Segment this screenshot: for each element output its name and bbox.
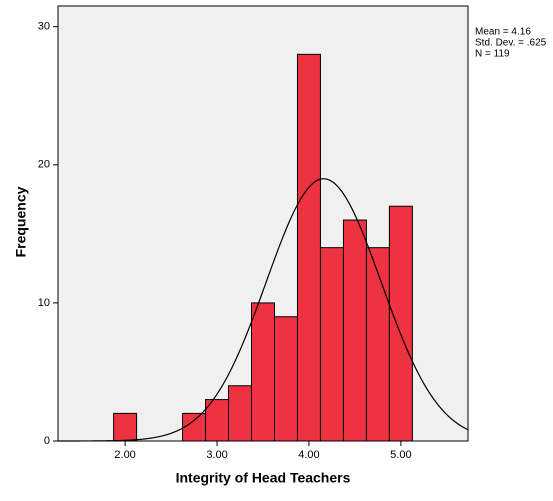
bar [228, 385, 253, 442]
x-tick-label: 5.00 [390, 449, 411, 461]
y-tick-label: 20 [38, 159, 50, 171]
y-tick-label: 10 [38, 297, 50, 309]
x-tick-label: 4.00 [298, 449, 319, 461]
stats-annotation: Std. Dev. = .625 [475, 38, 547, 49]
y-tick-label: 30 [38, 21, 50, 33]
bar [273, 316, 298, 442]
x-tick-label: 2.00 [114, 449, 135, 461]
bar [113, 412, 138, 442]
bar [388, 205, 413, 442]
normal-curve [58, 178, 469, 442]
bar [182, 412, 207, 442]
y-axis-label: Frequency [13, 186, 29, 257]
bar [251, 302, 275, 442]
bar [365, 247, 390, 442]
y-tick-label: 0 [44, 435, 50, 447]
bar [342, 219, 367, 442]
bar [319, 247, 344, 442]
stats-annotation: N = 119 [475, 49, 510, 60]
bar [296, 53, 321, 442]
stats-annotation: Mean = 4.16 [475, 27, 531, 38]
x-axis-label: Integrity of Head Teachers [176, 470, 351, 486]
x-tick-label: 3.00 [206, 449, 227, 461]
